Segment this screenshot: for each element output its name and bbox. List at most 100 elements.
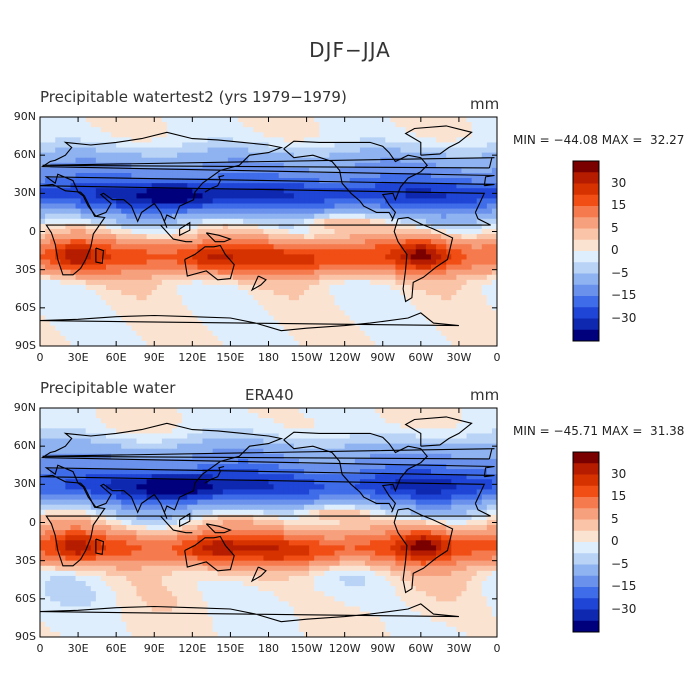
lon-tick-label: 30W	[446, 642, 472, 655]
lon-tick-label: 60E	[105, 351, 127, 364]
min-max-stats: MIN = −45.71 MAX = 31.38	[513, 424, 685, 438]
lat-tick-label: 60S	[15, 591, 36, 605]
colorbar-swatch	[573, 296, 599, 308]
lon-tick-label: 0	[36, 642, 44, 655]
colorbar-swatch	[573, 329, 599, 342]
colorbar	[572, 160, 600, 342]
panel-title: Precipitable watertest2 (yrs 1979−1979)	[40, 88, 347, 106]
coastline	[404, 416, 473, 447]
colorbar-label: −30	[611, 601, 637, 616]
lon-tick-label: 0	[493, 351, 501, 364]
coastline	[40, 131, 495, 228]
coastline	[204, 174, 225, 193]
colorbar-label: −15	[611, 288, 637, 302]
lon-tick-label: 180	[258, 351, 279, 364]
lon-tick-label: 0	[36, 351, 44, 364]
lon-tick-label: 150W	[290, 642, 323, 655]
coastline	[40, 312, 459, 332]
colorbar-swatch	[573, 273, 599, 286]
colorbar-swatch	[573, 463, 599, 475]
colorbar-label: 30	[611, 175, 627, 190]
colorbar-swatch	[573, 519, 599, 532]
coastline	[95, 538, 105, 555]
colorbar-swatch	[573, 172, 599, 184]
colorbar-swatch	[573, 183, 599, 196]
colorbar-swatch	[573, 508, 599, 520]
lon-tick-label: 180	[258, 642, 279, 655]
coastline	[184, 535, 235, 572]
map-panel: Precipitable watertest2 (yrs 1979−1979) m…	[0, 0, 700, 364]
precipitable-water-map	[39, 407, 498, 638]
colorbar-label: 0	[611, 534, 619, 548]
lat-tick-label: 30S	[15, 553, 36, 567]
lat-tick-label: 30S	[15, 262, 36, 276]
colorbar-label: 15	[611, 198, 627, 212]
colorbar-swatch	[573, 474, 599, 487]
lon-tick-label: 0	[493, 642, 501, 655]
lon-tick-label: 90W	[370, 351, 396, 364]
min-max-stats: MIN = −44.08 MAX = 32.27	[513, 133, 685, 147]
coastline	[160, 515, 193, 534]
coastline	[184, 244, 235, 281]
colorbar-swatch	[573, 262, 599, 274]
coastline	[404, 125, 473, 156]
coastline	[250, 566, 267, 583]
lat-tick-label: 60S	[15, 300, 36, 314]
colorbar-swatch	[573, 530, 599, 543]
colorbar-swatch	[573, 284, 599, 297]
colorbar-label: −5	[611, 265, 629, 280]
precipitable-water-map	[39, 116, 498, 347]
colorbar-swatch	[573, 598, 599, 610]
colorbar-swatch	[573, 161, 599, 173]
colorbar	[572, 451, 600, 633]
colorbar-label: −30	[611, 310, 637, 325]
coastline	[283, 140, 428, 222]
colorbar-swatch	[573, 239, 599, 252]
coastline	[40, 183, 491, 276]
colorbar-swatch	[573, 609, 599, 622]
colorbar-label: 5	[611, 511, 619, 526]
colorbar-swatch	[573, 318, 599, 331]
colorbar-swatch	[573, 553, 599, 565]
lat-tick-label: 30N	[13, 186, 36, 200]
lon-tick-label: 120W	[328, 351, 361, 364]
colorbar-label: 0	[611, 243, 619, 257]
colorbar-swatch	[573, 587, 599, 599]
colorbar-label: −15	[611, 579, 637, 593]
colorbar-label: 5	[611, 220, 619, 235]
lon-tick-label: 60W	[408, 642, 434, 655]
colorbar-label: 15	[611, 489, 627, 503]
coastline	[40, 422, 495, 519]
lat-tick-label: 60N	[13, 439, 36, 453]
coastline	[95, 247, 105, 264]
colorbar-swatch	[573, 228, 599, 241]
lat-tick-label: 30N	[13, 477, 36, 491]
colorbar-swatch	[573, 452, 599, 464]
colorbar-swatch	[573, 564, 599, 577]
lon-tick-label: 150W	[290, 351, 323, 364]
coastline	[393, 216, 454, 303]
colorbar-swatch	[573, 217, 599, 229]
colorbar-swatch	[573, 542, 599, 554]
lat-tick-label: 90N	[13, 401, 36, 414]
coastline	[160, 224, 193, 243]
lon-tick-label: 120E	[178, 642, 207, 655]
lat-tick-label: 0	[29, 224, 36, 238]
panel-units: mm	[470, 95, 500, 113]
colorbar-label: −5	[611, 556, 629, 571]
colorbar-swatch	[573, 307, 599, 319]
figure-title: DJF−JJA	[309, 38, 391, 62]
colorbar-swatch	[573, 194, 599, 207]
colorbar-label: 30	[611, 466, 627, 481]
colorbar-swatch	[573, 575, 599, 588]
lat-tick-label: 90S	[15, 339, 36, 352]
coastline	[250, 275, 267, 292]
lon-tick-label: 30W	[446, 351, 472, 364]
panel-units: mm	[470, 386, 500, 404]
panel-dataset-label: ERA40	[245, 386, 294, 404]
lon-tick-label: 30E	[67, 642, 89, 655]
lon-tick-label: 150E	[216, 642, 245, 655]
coastline	[393, 507, 454, 594]
coastline	[179, 221, 191, 237]
map-panel: Precipitable water ERA40 mm MIN = −45.71 MA…	[0, 291, 700, 655]
